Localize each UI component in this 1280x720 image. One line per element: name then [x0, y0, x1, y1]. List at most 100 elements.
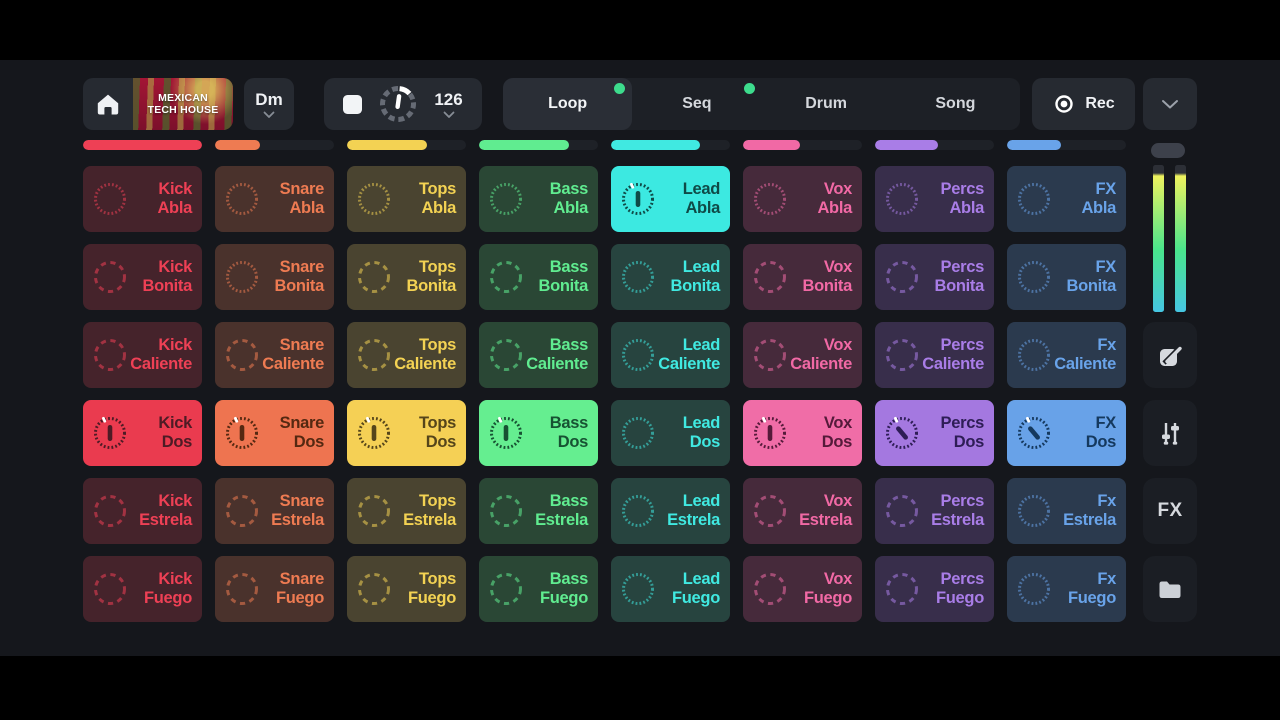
- pad-bass-dos[interactable]: Bass Dos: [479, 400, 598, 466]
- pad-label: Tops Estrela: [403, 491, 456, 529]
- pad-kick-caliente[interactable]: Kick Caliente: [83, 322, 202, 388]
- pad-percs-abla[interactable]: Percs Abla: [875, 166, 994, 232]
- edit-button[interactable]: [1143, 322, 1197, 388]
- loop-progress-fill: [83, 140, 202, 150]
- loop-knob-icon: [226, 573, 258, 605]
- pad-label: FX Dos: [1085, 413, 1117, 451]
- loop-progress-fill: [215, 140, 261, 150]
- loop-knob-icon: [226, 183, 258, 215]
- pad-fx-estrela[interactable]: Fx Estrela: [1007, 478, 1126, 544]
- tab-loop[interactable]: Loop: [503, 78, 633, 130]
- pad-lead-dos[interactable]: Lead Dos: [611, 400, 730, 466]
- pad-label: Snare Estrela: [271, 491, 324, 529]
- loop-knob-icon: [1018, 339, 1050, 371]
- pad-label: Lead Fuego: [672, 569, 720, 607]
- pad-fx-caliente[interactable]: Fx Caliente: [1007, 322, 1126, 388]
- more-options-button[interactable]: [1143, 78, 1197, 130]
- loop-knob-icon: [886, 416, 918, 449]
- pad-snare-caliente[interactable]: Snare Caliente: [215, 322, 334, 388]
- pad-label: Tops Abla: [419, 179, 456, 217]
- pad-label: Kick Caliente: [130, 335, 192, 373]
- pad-vox-bonita[interactable]: Vox Bonita: [743, 244, 862, 310]
- pad-fx-fuego[interactable]: Fx Fuego: [1007, 556, 1126, 622]
- loop-knob-icon: [754, 416, 786, 449]
- pad-kick-fuego[interactable]: Kick Fuego: [83, 556, 202, 622]
- pad-lead-caliente[interactable]: Lead Caliente: [611, 322, 730, 388]
- pad-label: Percs Estrela: [931, 491, 984, 529]
- pad-lead-fuego[interactable]: Lead Fuego: [611, 556, 730, 622]
- pad-label: Bass Caliente: [526, 335, 588, 373]
- pad-bass-fuego[interactable]: Bass Fuego: [479, 556, 598, 622]
- bpm-control[interactable]: 126: [434, 89, 463, 119]
- mixer-button[interactable]: [1143, 400, 1197, 466]
- pad-snare-abla[interactable]: Snare Abla: [215, 166, 334, 232]
- pad-snare-fuego[interactable]: Snare Fuego: [215, 556, 334, 622]
- pad-snare-dos[interactable]: Snare Dos: [215, 400, 334, 466]
- pad-vox-caliente[interactable]: Vox Caliente: [743, 322, 862, 388]
- pad-label: Kick Abla: [157, 179, 192, 217]
- stop-button[interactable]: [343, 94, 363, 114]
- loop-knob-icon: [358, 183, 390, 215]
- pad-snare-estrela[interactable]: Snare Estrela: [215, 478, 334, 544]
- pad-tops-caliente[interactable]: Tops Caliente: [347, 322, 466, 388]
- pad-lead-estrela[interactable]: Lead Estrela: [611, 478, 730, 544]
- pad-tops-abla[interactable]: Tops Abla: [347, 166, 466, 232]
- pad-percs-bonita[interactable]: Percs Bonita: [875, 244, 994, 310]
- pad-bass-estrela[interactable]: Bass Estrela: [479, 478, 598, 544]
- mode-tabs: Loop Seq Drum Song: [503, 78, 1020, 130]
- pad-percs-estrela[interactable]: Percs Estrela: [875, 478, 994, 544]
- pad-vox-estrela[interactable]: Vox Estrela: [743, 478, 862, 544]
- pad-lead-abla[interactable]: Lead Abla: [611, 166, 730, 232]
- pad-vox-dos[interactable]: Vox Dos: [743, 400, 862, 466]
- library-button[interactable]: [1143, 556, 1197, 622]
- bpm-value: 126: [434, 89, 463, 109]
- pad-vox-fuego[interactable]: Vox Fuego: [743, 556, 862, 622]
- pad-label: Percs Abla: [940, 179, 985, 217]
- pad-bass-bonita[interactable]: Bass Bonita: [479, 244, 598, 310]
- loop-knob-icon: [94, 573, 126, 605]
- home-icon: [97, 94, 119, 115]
- loop-knob-icon: [886, 339, 918, 371]
- pad-label: Vox Abla: [817, 179, 852, 217]
- letterbox-top: [0, 0, 1280, 60]
- project-artwork[interactable]: MEXICAN TECH HOUSE: [133, 78, 233, 130]
- home-button[interactable]: [83, 78, 133, 130]
- pad-fx-bonita[interactable]: FX Bonita: [1007, 244, 1126, 310]
- pad-grid: Kick Abla Snare Abla Tops Abla Bass Abla Lead Abl…: [83, 166, 1126, 622]
- tab-song[interactable]: Song: [935, 95, 976, 112]
- tab-seq[interactable]: Seq: [632, 78, 761, 130]
- pad-tops-dos[interactable]: Tops Dos: [347, 400, 466, 466]
- pad-fx-dos[interactable]: FX Dos: [1007, 400, 1126, 466]
- record-button[interactable]: Rec: [1032, 78, 1135, 130]
- master-volume-handle[interactable]: [1151, 143, 1185, 158]
- pad-label: Lead Estrela: [667, 491, 720, 529]
- loop-knob-icon: [754, 339, 786, 371]
- pad-label: Snare Fuego: [276, 569, 324, 607]
- fx-button[interactable]: FX: [1143, 478, 1197, 544]
- key-selector[interactable]: Dm: [244, 78, 294, 130]
- pad-percs-fuego[interactable]: Percs Fuego: [875, 556, 994, 622]
- pad-label: Snare Dos: [279, 413, 325, 451]
- loop-progress-fill: [347, 140, 427, 150]
- chevron-down-icon: [443, 111, 454, 118]
- pad-percs-caliente[interactable]: Percs Caliente: [875, 322, 994, 388]
- pad-tops-estrela[interactable]: Tops Estrela: [347, 478, 466, 544]
- pad-fx-abla[interactable]: FX Abla: [1007, 166, 1126, 232]
- pad-label: Snare Bonita: [274, 257, 324, 295]
- pad-label: Vox Caliente: [790, 335, 852, 373]
- pad-kick-estrela[interactable]: Kick Estrela: [83, 478, 202, 544]
- pad-kick-bonita[interactable]: Kick Bonita: [83, 244, 202, 310]
- pad-vox-abla[interactable]: Vox Abla: [743, 166, 862, 232]
- tab-drum[interactable]: Drum: [805, 95, 848, 112]
- pad-kick-abla[interactable]: Kick Abla: [83, 166, 202, 232]
- tempo-dial[interactable]: [375, 81, 421, 127]
- pad-bass-abla[interactable]: Bass Abla: [479, 166, 598, 232]
- column-progress-row: [83, 140, 1126, 150]
- pad-lead-bonita[interactable]: Lead Bonita: [611, 244, 730, 310]
- pad-percs-dos[interactable]: Percs Dos: [875, 400, 994, 466]
- pad-snare-bonita[interactable]: Snare Bonita: [215, 244, 334, 310]
- pad-tops-fuego[interactable]: Tops Fuego: [347, 556, 466, 622]
- pad-bass-caliente[interactable]: Bass Caliente: [479, 322, 598, 388]
- pad-tops-bonita[interactable]: Tops Bonita: [347, 244, 466, 310]
- pad-kick-dos[interactable]: Kick Dos: [83, 400, 202, 466]
